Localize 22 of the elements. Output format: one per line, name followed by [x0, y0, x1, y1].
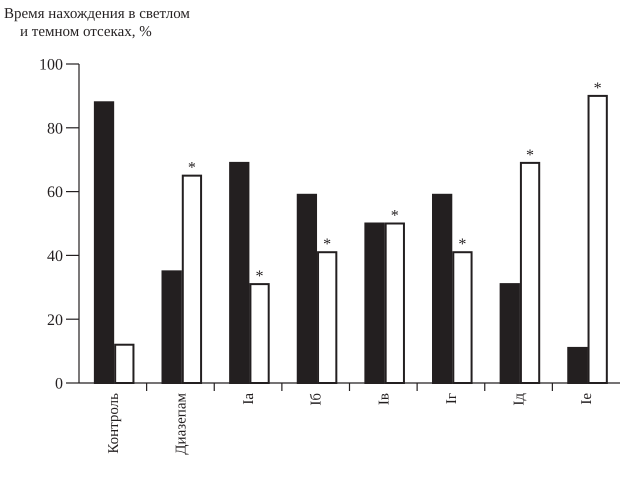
annotation: *	[390, 208, 399, 224]
x-tick-label: Контроль	[106, 392, 122, 454]
y-tick-label: 20	[47, 312, 63, 329]
x-tick-label: Iг	[444, 393, 460, 404]
x-tick-label: Iв	[376, 393, 392, 406]
y-tick-label: 80	[47, 120, 63, 138]
y-tick-label: 60	[47, 184, 63, 202]
y-tick-label: 0	[55, 376, 63, 393]
x-tick-label: Iе	[579, 392, 596, 405]
x-tick-label: Диазепам	[173, 392, 190, 455]
y-axis-title: Время нахождения в светлом и темном отсеках, %	[4, 6, 190, 40]
y-tick-label: 40	[47, 248, 63, 265]
annotation: *	[458, 236, 466, 254]
x-tick-label: Iа	[241, 392, 258, 405]
annotation: *	[256, 268, 264, 286]
x-tick-label: Iд	[512, 392, 528, 406]
annotation: *	[526, 146, 534, 164]
x-tick-label: Iб	[308, 392, 325, 406]
annotation: *	[594, 80, 602, 97]
annotation: *	[188, 160, 196, 177]
annotation: *	[323, 236, 332, 254]
y-tick-label: 100	[39, 56, 63, 74]
